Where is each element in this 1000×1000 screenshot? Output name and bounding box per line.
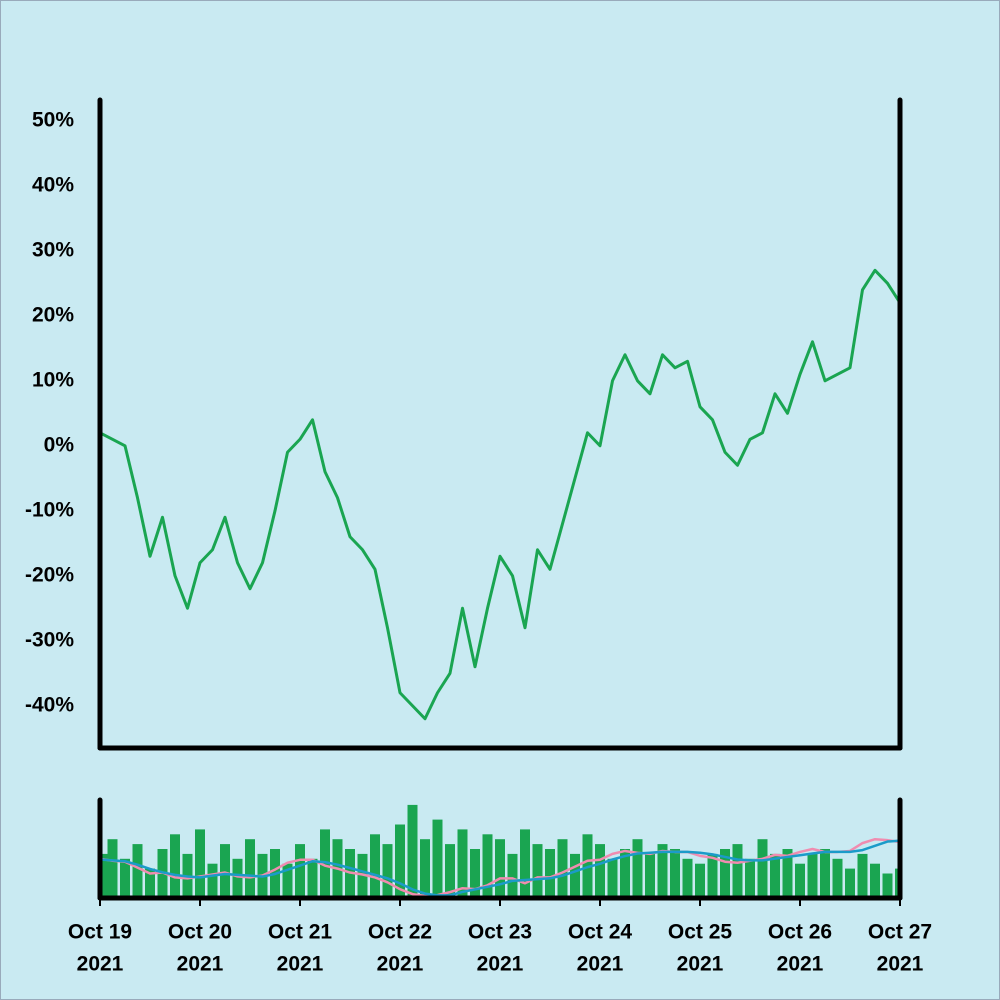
data-line [99,268,902,721]
volume-bar [100,853,110,898]
volume-bar [507,853,518,898]
y-tick-label: -10% [25,498,74,521]
volume-bar [770,853,780,898]
volume-bar [745,858,755,898]
x-tick-label: 2021 [777,953,824,976]
volume-bar [232,858,243,898]
x-tick-label: Oct 27 [868,921,932,944]
volume-bar [570,853,580,898]
x-tick-label: 2021 [177,953,224,976]
volume-bar [520,829,530,898]
volume-bar [370,834,380,898]
y-tick-label: 0% [44,433,75,456]
volume-bar [695,863,705,898]
volume-bar [395,824,405,898]
volume-bar [420,839,430,898]
volume-bar [557,839,568,898]
volume-bar [220,844,230,898]
volume-bar [832,858,843,898]
volume-bar [620,849,630,898]
volume-bar [207,863,218,898]
volume-bar [645,853,655,898]
volume-bar [357,853,368,898]
volume-bar [282,863,293,898]
volume-bar [807,853,818,898]
x-tick-label: 2021 [77,953,124,976]
volume-bar [382,844,393,898]
volume-bar [707,853,718,898]
volume-bar [445,844,455,898]
volume-bar [495,839,505,898]
volume-bar [820,849,830,898]
volume-bar [845,868,855,898]
volume-bar [795,863,805,898]
volume-bar [545,849,555,898]
x-tick-label: Oct 19 [68,921,132,944]
volume-bar [595,844,605,898]
y-tick-label: 30% [32,238,74,261]
x-tick-label: 2021 [377,953,424,976]
volume-bar [307,858,318,898]
volume-bar [432,819,443,898]
volume-bar [657,844,668,898]
volume-bar [120,858,130,898]
volume-bar [632,839,643,898]
y-tick-label: 10% [32,368,74,391]
volume-bar [757,839,768,898]
y-tick-label: -40% [25,693,74,716]
volume-bar [870,863,880,898]
x-tick-label: 2021 [277,953,324,976]
x-tick-label: 2021 [877,953,924,976]
volume-bar [170,834,180,898]
y-tick-label: 20% [32,303,74,326]
volume-bar [782,849,793,898]
volume-bar [670,849,680,898]
volume-bar [470,849,480,898]
y-tick-label: 50% [32,108,74,131]
data-line [99,839,901,897]
x-tick-label: Oct 23 [468,921,532,944]
volume-bar [532,844,543,898]
x-tick-label: Oct 20 [168,921,232,944]
volume-bar [720,849,730,898]
volume-bar [682,858,693,898]
volume-bar [607,858,618,898]
x-tick-label: Oct 22 [368,921,432,944]
volume-bar [107,839,118,898]
volume-bar [407,804,418,898]
volume-bar [457,829,468,898]
y-tick-label: -20% [25,563,74,586]
x-tick-label: Oct 24 [568,921,633,944]
volume-bar [882,873,893,898]
volume-bar [320,829,330,898]
y-tick-label: -30% [25,628,74,651]
x-tick-label: 2021 [577,953,624,976]
volume-bar [732,844,743,898]
x-tick-label: Oct 25 [668,921,733,944]
volume-bar [132,844,143,898]
y-tick-label: 40% [32,173,74,196]
volume-bar [145,868,155,898]
x-tick-label: Oct 26 [768,921,832,944]
volume-bar [857,853,868,898]
x-tick-label: Oct 21 [268,921,333,944]
volume-bar [245,839,255,898]
volume-bar [195,829,205,898]
x-tick-label: 2021 [477,953,524,976]
volume-bar [482,834,493,898]
volume-bar [295,844,305,898]
x-tick-label: 2021 [677,953,724,976]
